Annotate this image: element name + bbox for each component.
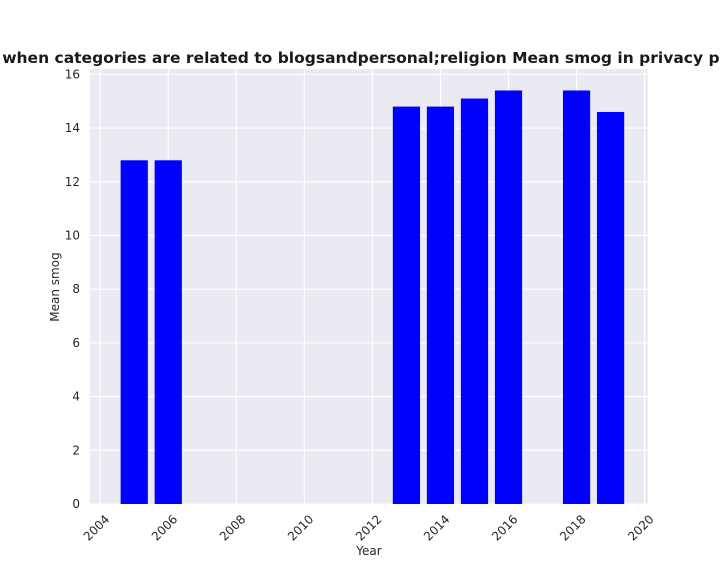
x-axis-label: Year	[355, 544, 381, 558]
y-axis-label: Mean smog	[48, 252, 62, 321]
y-tick-labels: 0 2 4 6 8 10 12 14 16	[65, 67, 80, 511]
y-tick-label: 8	[72, 282, 80, 296]
bar-2005	[120, 160, 148, 504]
y-tick-label: 12	[65, 175, 80, 189]
y-tick-label: 6	[72, 336, 80, 350]
bar-2016	[494, 90, 523, 505]
bars	[120, 90, 625, 505]
y-tick-label: 2	[72, 443, 80, 457]
y-tick-label: 14	[65, 121, 80, 135]
y-tick-label: 10	[65, 228, 80, 242]
bar-2019	[596, 111, 625, 505]
bar-2018	[562, 90, 591, 505]
plot-area	[90, 69, 648, 504]
chart-title: Distribution when categories are related…	[0, 49, 720, 67]
y-tick-label: 0	[72, 497, 80, 511]
y-tick-label: 16	[65, 67, 80, 81]
bar-2014	[426, 106, 455, 504]
bar-2006	[154, 160, 182, 504]
bar-2015	[460, 98, 489, 504]
y-tick-label: 4	[72, 390, 80, 404]
bar-2013	[392, 106, 421, 504]
